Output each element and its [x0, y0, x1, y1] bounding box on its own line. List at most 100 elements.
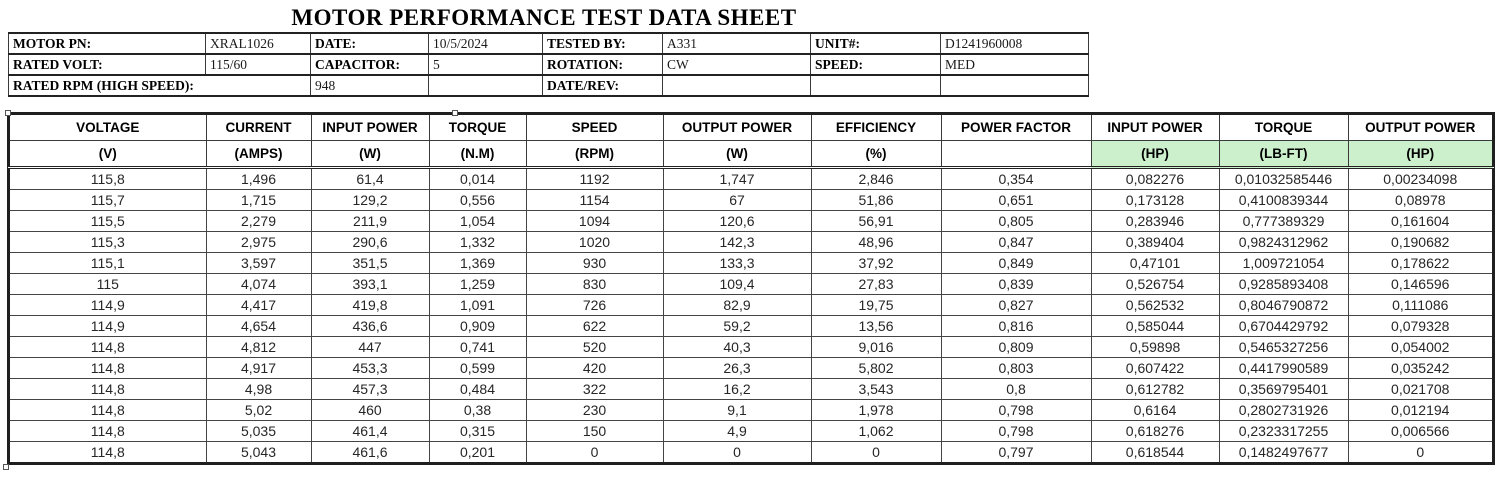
- cell-output_power_w[interactable]: 142,3: [662, 231, 812, 253]
- cell-torque_lbft[interactable]: 0,3569795401: [1218, 378, 1349, 400]
- cell-output_power_w[interactable]: 109,4: [662, 273, 812, 295]
- cell-power_factor[interactable]: 0,839: [940, 273, 1092, 295]
- cell-voltage_v[interactable]: 115,5: [8, 210, 207, 232]
- col-header-input-power-hp[interactable]: INPUT POWER: [1090, 113, 1220, 141]
- col-unit-output-power-w[interactable]: (W): [662, 140, 812, 169]
- col-header-output-power-hp[interactable]: OUTPUT POWER: [1347, 113, 1494, 141]
- cell-torque_lbft[interactable]: 0,5465327256: [1218, 336, 1349, 358]
- cell-speed_rpm[interactable]: 0: [525, 441, 664, 464]
- cell-output_power_hp[interactable]: 0,161604: [1347, 210, 1494, 232]
- cell-voltage_v[interactable]: 114,8: [8, 357, 207, 379]
- cell-torque_lbft[interactable]: 0,777389329: [1218, 210, 1349, 232]
- cell-torque_lbft[interactable]: 1,009721054: [1218, 252, 1349, 274]
- cell-voltage_v[interactable]: 115,7: [8, 189, 207, 211]
- cell-torque_nm[interactable]: 1,369: [428, 252, 527, 274]
- cell-torque_nm[interactable]: 0,38: [428, 399, 527, 421]
- col-unit-output-power-hp[interactable]: (HP): [1347, 140, 1494, 169]
- cell-input_power_hp[interactable]: 0,59898: [1090, 336, 1220, 358]
- cell-output_power_hp[interactable]: 0,054002: [1347, 336, 1494, 358]
- cell-input_power_w[interactable]: 129,2: [310, 189, 430, 211]
- cell-voltage_v[interactable]: 114,8: [8, 441, 207, 464]
- cell-output_power_w[interactable]: 16,2: [662, 378, 812, 400]
- capacitor-value[interactable]: 5: [428, 53, 543, 76]
- cell-output_power_w[interactable]: 133,3: [662, 252, 812, 274]
- cell-voltage_v[interactable]: 114,8: [8, 399, 207, 421]
- cell-current_amps[interactable]: 4,074: [205, 273, 312, 295]
- cell-torque_lbft[interactable]: 0,2323317255: [1218, 420, 1349, 442]
- cell-input_power_hp[interactable]: 0,47101: [1090, 252, 1220, 274]
- cell-current_amps[interactable]: 4,812: [205, 336, 312, 358]
- date-value[interactable]: 10/5/2024: [428, 32, 543, 55]
- cell-efficiency_pct[interactable]: 0: [810, 441, 942, 464]
- cell-efficiency_pct[interactable]: 51,86: [810, 189, 942, 211]
- cell-output_power_hp[interactable]: 0,006566: [1347, 420, 1494, 442]
- cell-power_factor[interactable]: 0,797: [940, 441, 1092, 464]
- cell-input_power_hp[interactable]: 0,612782: [1090, 378, 1220, 400]
- cell-input_power_hp[interactable]: 0,585044: [1090, 315, 1220, 337]
- cell-efficiency_pct[interactable]: 37,92: [810, 252, 942, 274]
- cell-current_amps[interactable]: 5,035: [205, 420, 312, 442]
- cell-current_amps[interactable]: 4,654: [205, 315, 312, 337]
- col-unit-efficiency[interactable]: (%): [810, 140, 942, 169]
- empty-cell[interactable]: [810, 74, 941, 97]
- col-header-output-power-w[interactable]: OUTPUT POWER: [662, 113, 812, 141]
- cell-power_factor[interactable]: 0,809: [940, 336, 1092, 358]
- cell-torque_lbft[interactable]: 0,9824312962: [1218, 231, 1349, 253]
- cell-input_power_w[interactable]: 460: [310, 399, 430, 421]
- cell-speed_rpm[interactable]: 230: [525, 399, 664, 421]
- cell-torque_nm[interactable]: 0,201: [428, 441, 527, 464]
- cell-power_factor[interactable]: 0,816: [940, 315, 1092, 337]
- cell-voltage_v[interactable]: 115: [8, 273, 207, 295]
- cell-torque_nm[interactable]: 1,054: [428, 210, 527, 232]
- cell-voltage_v[interactable]: 115,3: [8, 231, 207, 253]
- cell-power_factor[interactable]: 0,651: [940, 189, 1092, 211]
- date-rev-value[interactable]: [662, 74, 811, 97]
- cell-output_power_hp[interactable]: 0,08978: [1347, 189, 1494, 211]
- speed-label[interactable]: SPEED:: [810, 53, 941, 76]
- cell-input_power_hp[interactable]: 0,607422: [1090, 357, 1220, 379]
- cell-torque_lbft[interactable]: 0,9285893408: [1218, 273, 1349, 295]
- cell-input_power_hp[interactable]: 0,173128: [1090, 189, 1220, 211]
- cell-input_power_w[interactable]: 457,3: [310, 378, 430, 400]
- cell-voltage_v[interactable]: 115,1: [8, 252, 207, 274]
- cell-voltage_v[interactable]: 115,8: [8, 167, 207, 190]
- tested-by-label[interactable]: TESTED BY:: [542, 32, 663, 55]
- cell-current_amps[interactable]: 5,043: [205, 441, 312, 464]
- cell-torque_nm[interactable]: 0,741: [428, 336, 527, 358]
- rotation-value[interactable]: CW: [662, 53, 811, 76]
- cell-input_power_hp[interactable]: 0,6164: [1090, 399, 1220, 421]
- cell-output_power_w[interactable]: 4,9: [662, 420, 812, 442]
- cell-power_factor[interactable]: 0,798: [940, 399, 1092, 421]
- cell-torque_nm[interactable]: 0,014: [428, 167, 527, 190]
- cell-voltage_v[interactable]: 114,8: [8, 378, 207, 400]
- cell-torque_lbft[interactable]: 0,01032585446: [1218, 167, 1349, 190]
- cell-speed_rpm[interactable]: 1094: [525, 210, 664, 232]
- cell-input_power_w[interactable]: 461,4: [310, 420, 430, 442]
- motor-pn-label[interactable]: MOTOR PN:: [8, 32, 206, 55]
- cell-efficiency_pct[interactable]: 19,75: [810, 294, 942, 316]
- cell-efficiency_pct[interactable]: 1,978: [810, 399, 942, 421]
- empty-cell[interactable]: [940, 74, 1089, 97]
- cell-voltage_v[interactable]: 114,9: [8, 315, 207, 337]
- tested-by-value[interactable]: A331: [662, 32, 811, 55]
- cell-voltage_v[interactable]: 114,8: [8, 336, 207, 358]
- cell-speed_rpm[interactable]: 930: [525, 252, 664, 274]
- cell-output_power_w[interactable]: 0: [662, 441, 812, 464]
- cell-output_power_hp[interactable]: 0: [1347, 441, 1494, 464]
- date-rev-label[interactable]: DATE/REV:: [542, 74, 663, 97]
- cell-output_power_hp[interactable]: 0,178622: [1347, 252, 1494, 274]
- col-unit-voltage[interactable]: (V): [8, 140, 207, 169]
- cell-voltage_v[interactable]: 114,8: [8, 420, 207, 442]
- col-header-input-power-w[interactable]: INPUT POWER: [310, 113, 430, 141]
- motor-pn-value[interactable]: XRAL1026: [205, 32, 311, 55]
- cell-torque_nm[interactable]: 1,259: [428, 273, 527, 295]
- cell-speed_rpm[interactable]: 1192: [525, 167, 664, 190]
- cell-torque_nm[interactable]: 0,599: [428, 357, 527, 379]
- col-header-power-factor[interactable]: POWER FACTOR: [940, 113, 1092, 141]
- col-header-voltage[interactable]: VOLTAGE: [8, 113, 207, 141]
- cell-efficiency_pct[interactable]: 27,83: [810, 273, 942, 295]
- cell-output_power_w[interactable]: 67: [662, 189, 812, 211]
- cell-input_power_w[interactable]: 211,9: [310, 210, 430, 232]
- cell-torque_lbft[interactable]: 0,8046790872: [1218, 294, 1349, 316]
- cell-input_power_hp[interactable]: 0,283946: [1090, 210, 1220, 232]
